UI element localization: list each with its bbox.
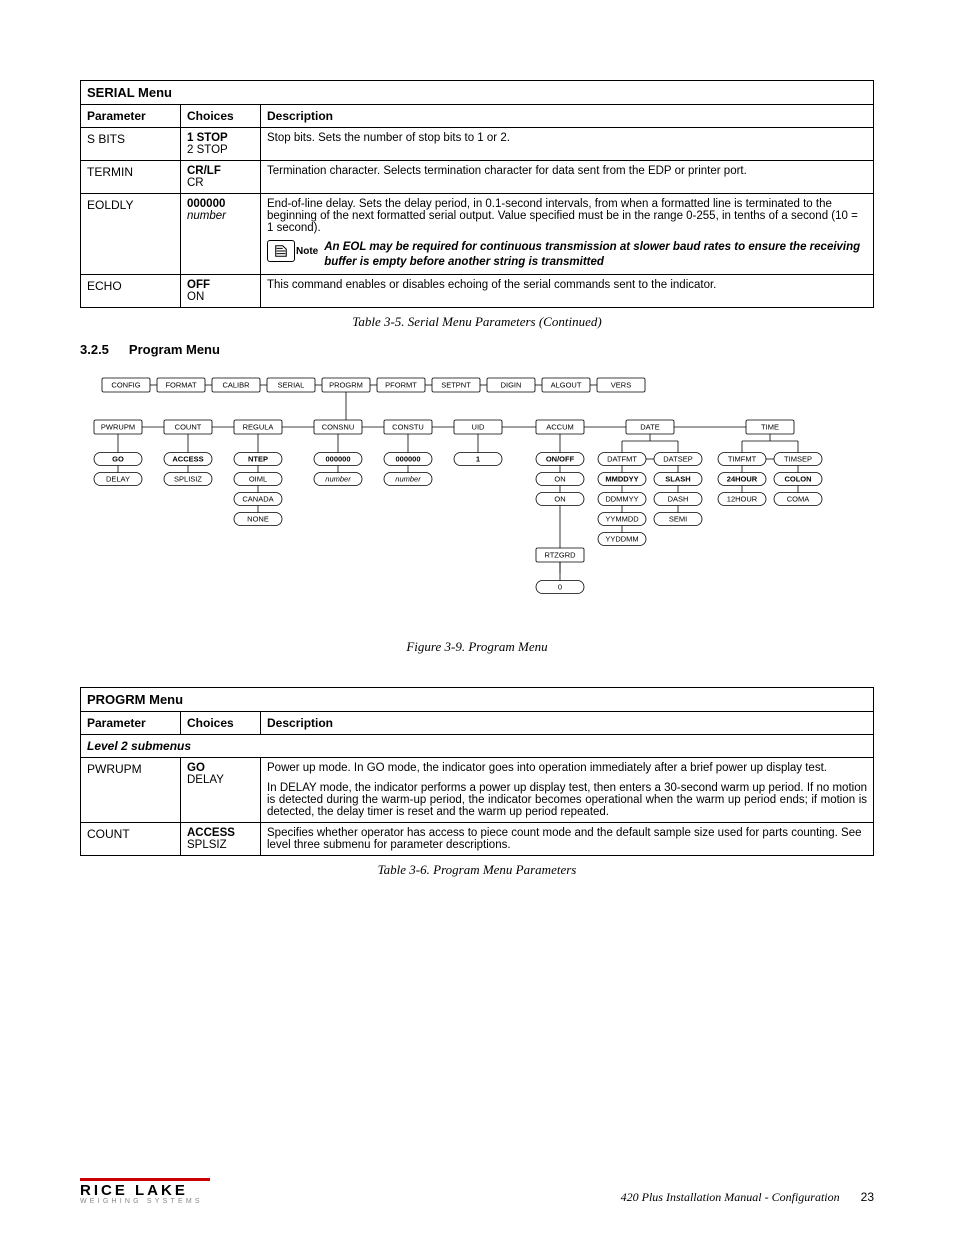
svg-text:VERS: VERS [611, 380, 631, 389]
note-icon [267, 240, 295, 262]
desc-cell: This command enables or disables echoing… [261, 274, 874, 307]
desc-cell: Power up mode. In GO mode, the indicator… [261, 757, 874, 822]
progrm-menu-table: PROGRM Menu Parameter Choices Descriptio… [80, 687, 874, 856]
logo-sub-text: WEIGHING SYSTEMS [80, 1198, 210, 1205]
param-cell: COUNT [81, 822, 181, 855]
page-footer: RICE LAKE WEIGHING SYSTEMS 420 Plus Inst… [80, 1178, 874, 1205]
choices-cell: OFFON [181, 274, 261, 307]
note-text: An EOL may be required for continuous tr… [324, 240, 867, 270]
svg-text:CONSTU: CONSTU [392, 422, 424, 431]
section-number: 3.2.5 [80, 342, 109, 357]
col-parameter: Parameter [81, 105, 181, 128]
svg-text:UID: UID [472, 422, 486, 431]
svg-text:TIMFMT: TIMFMT [728, 454, 757, 463]
progrm-table-caption: Table 3-6. Program Menu Parameters [80, 862, 874, 878]
footer-page-number: 23 [861, 1190, 874, 1204]
svg-text:ACCUM: ACCUM [546, 422, 574, 431]
serial-table-caption: Table 3-5. Serial Menu Parameters (Conti… [80, 314, 874, 330]
svg-text:0: 0 [558, 582, 562, 591]
note-box: Note An EOL may be required for continuou… [267, 240, 867, 270]
param-cell: TERMIN [81, 161, 181, 194]
svg-text:SPLISIZ: SPLISIZ [174, 474, 202, 483]
footer-doc-info: 420 Plus Installation Manual - Configura… [621, 1190, 874, 1205]
svg-text:1: 1 [476, 454, 480, 463]
svg-text:RTZGRD: RTZGRD [544, 550, 576, 559]
svg-text:TIME: TIME [761, 422, 779, 431]
program-menu-diagram: CONFIG FORMAT CALIBR SERIAL PROGRM PFORMT SETP… [80, 373, 874, 633]
col-description-2: Description [261, 711, 874, 734]
svg-text:CALIBR: CALIBR [222, 380, 250, 389]
desc-cell: Stop bits. Sets the number of stop bits … [261, 128, 874, 161]
svg-text:COLON: COLON [784, 474, 811, 483]
svg-text:CANADA: CANADA [242, 494, 273, 503]
svg-text:DATFMT: DATFMT [607, 454, 637, 463]
serial-table-title: SERIAL Menu [81, 81, 874, 105]
svg-text:REGULA: REGULA [243, 422, 274, 431]
svg-text:DATE: DATE [640, 422, 659, 431]
svg-text:DDMMYY: DDMMYY [605, 494, 638, 503]
svg-text:SERIAL: SERIAL [278, 380, 305, 389]
svg-text:ACCESS: ACCESS [172, 454, 203, 463]
svg-text:NTEP: NTEP [248, 454, 268, 463]
footer-doc-title: 420 Plus Installation Manual - Configura… [621, 1190, 840, 1204]
col-choices-2: Choices [181, 711, 261, 734]
col-choices: Choices [181, 105, 261, 128]
svg-text:DASH: DASH [668, 494, 689, 503]
rice-lake-logo: RICE LAKE WEIGHING SYSTEMS [80, 1178, 210, 1205]
svg-text:OIML: OIML [249, 474, 267, 483]
logo-main-text: RICE LAKE [80, 1183, 210, 1198]
svg-text:000000: 000000 [395, 454, 420, 463]
svg-text:number: number [395, 474, 421, 483]
figure-caption: Figure 3-9. Program Menu [80, 639, 874, 655]
col-parameter-2: Parameter [81, 711, 181, 734]
desc-cell: Specifies whether operator has access to… [261, 822, 874, 855]
svg-text:DIGIN: DIGIN [501, 380, 522, 389]
svg-text:SEMI: SEMI [669, 514, 687, 523]
svg-text:TIMSEP: TIMSEP [784, 454, 812, 463]
section-heading: 3.2.5 Program Menu [80, 342, 874, 357]
param-cell: ECHO [81, 274, 181, 307]
choices-cell: 000000number [181, 194, 261, 275]
svg-text:CONFIG: CONFIG [111, 380, 140, 389]
svg-text:ALGOUT: ALGOUT [551, 380, 582, 389]
svg-text:COUNT: COUNT [175, 422, 202, 431]
svg-text:CONSNU: CONSNU [322, 422, 355, 431]
choices-cell: GODELAY [181, 757, 261, 822]
svg-text:NONE: NONE [247, 514, 269, 523]
level2-subhead: Level 2 submenus [81, 734, 874, 757]
svg-text:COMA: COMA [787, 494, 810, 503]
svg-text:24HOUR: 24HOUR [727, 474, 758, 483]
svg-text:ON/OFF: ON/OFF [546, 454, 575, 463]
desc-cell: Termination character. Selects terminati… [261, 161, 874, 194]
param-cell: EOLDLY [81, 194, 181, 275]
svg-text:YYMMDD: YYMMDD [605, 514, 639, 523]
progrm-table-title: PROGRM Menu [81, 687, 874, 711]
note-label: Note [296, 246, 318, 257]
svg-text:000000: 000000 [325, 454, 350, 463]
svg-text:MMDDYY: MMDDYY [605, 474, 638, 483]
svg-text:ON: ON [554, 494, 565, 503]
svg-text:PFORMT: PFORMT [385, 380, 417, 389]
svg-text:SETPNT: SETPNT [441, 380, 471, 389]
param-cell: S BITS [81, 128, 181, 161]
desc-cell: End-of-line delay. Sets the delay period… [261, 194, 874, 275]
svg-text:DATSEP: DATSEP [663, 454, 692, 463]
choices-cell: ACCESSSPLSIZ [181, 822, 261, 855]
svg-text:DELAY: DELAY [106, 474, 130, 483]
svg-text:SLASH: SLASH [665, 474, 690, 483]
svg-text:12HOUR: 12HOUR [727, 494, 758, 503]
svg-text:PROGRM: PROGRM [329, 380, 363, 389]
col-description: Description [261, 105, 874, 128]
section-title: Program Menu [129, 342, 220, 357]
svg-text:GO: GO [112, 454, 124, 463]
svg-text:ON: ON [554, 474, 565, 483]
param-cell: PWRUPM [81, 757, 181, 822]
svg-text:FORMAT: FORMAT [165, 380, 197, 389]
svg-text:number: number [325, 474, 351, 483]
svg-text:YYDDMM: YYDDMM [605, 534, 638, 543]
choices-cell: CR/LFCR [181, 161, 261, 194]
serial-menu-table: SERIAL Menu Parameter Choices Descriptio… [80, 80, 874, 308]
choices-cell: 1 STOP2 STOP [181, 128, 261, 161]
svg-text:PWRUPM: PWRUPM [101, 422, 135, 431]
